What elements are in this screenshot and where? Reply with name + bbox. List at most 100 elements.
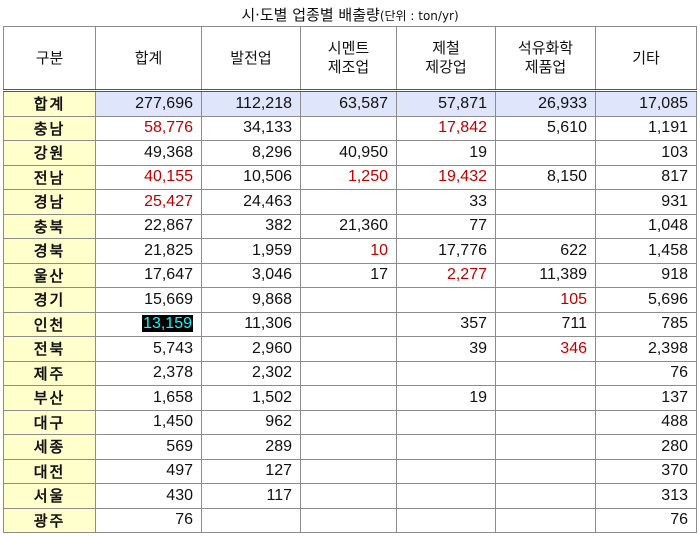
value-cell[interactable] xyxy=(396,483,496,509)
value-cell[interactable] xyxy=(300,115,397,141)
value-cell[interactable]: 622 xyxy=(495,238,596,264)
value-cell[interactable]: 21,825 xyxy=(95,238,202,264)
value-cell[interactable]: 2,277 xyxy=(396,262,496,288)
value-cell[interactable]: 19,432 xyxy=(396,164,496,190)
value-cell[interactable]: 57,871 xyxy=(396,90,496,117)
region-cell[interactable]: 충남 xyxy=(3,115,96,141)
value-cell[interactable]: 127 xyxy=(201,458,301,484)
value-cell[interactable]: 1,502 xyxy=(201,385,301,411)
value-cell[interactable]: 19 xyxy=(396,385,496,411)
value-cell[interactable]: 497 xyxy=(95,458,202,484)
value-cell[interactable]: 15,669 xyxy=(95,287,202,313)
region-cell[interactable]: 충북 xyxy=(3,213,96,239)
value-cell[interactable]: 357 xyxy=(396,311,496,337)
value-cell[interactable]: 24,463 xyxy=(201,189,301,215)
value-cell[interactable] xyxy=(495,385,596,411)
value-cell[interactable]: 2,398 xyxy=(595,336,697,362)
value-cell[interactable] xyxy=(396,507,496,533)
value-cell[interactable]: 9,868 xyxy=(201,287,301,313)
value-cell[interactable]: 817 xyxy=(595,164,697,190)
value-cell[interactable]: 1,450 xyxy=(95,409,202,435)
value-cell[interactable] xyxy=(495,458,596,484)
region-cell[interactable]: 대구 xyxy=(3,409,96,435)
value-cell[interactable] xyxy=(495,213,596,239)
value-cell[interactable] xyxy=(396,287,496,313)
value-cell[interactable] xyxy=(300,311,397,337)
value-cell[interactable]: 918 xyxy=(595,262,697,288)
region-cell[interactable]: 경남 xyxy=(3,189,96,215)
value-cell[interactable]: 488 xyxy=(595,409,697,435)
value-cell[interactable]: 8,296 xyxy=(201,140,301,166)
value-cell[interactable]: 21,360 xyxy=(300,213,397,239)
region-cell[interactable]: 부산 xyxy=(3,385,96,411)
value-cell[interactable]: 33 xyxy=(396,189,496,215)
value-cell[interactable]: 277,696 xyxy=(95,90,202,117)
region-cell[interactable]: 전북 xyxy=(3,336,96,362)
value-cell[interactable]: 2,960 xyxy=(201,336,301,362)
value-cell[interactable] xyxy=(300,483,397,509)
value-cell[interactable]: 711 xyxy=(495,311,596,337)
value-cell[interactable]: 77 xyxy=(396,213,496,239)
value-cell[interactable] xyxy=(495,434,596,460)
value-cell[interactable] xyxy=(201,507,301,533)
value-cell[interactable] xyxy=(396,434,496,460)
value-cell[interactable] xyxy=(300,336,397,362)
value-cell[interactable]: 39 xyxy=(396,336,496,362)
value-cell[interactable]: 17 xyxy=(300,262,397,288)
region-cell[interactable]: 전남 xyxy=(3,164,96,190)
region-cell[interactable]: 서울 xyxy=(3,483,96,509)
region-cell[interactable]: 제주 xyxy=(3,360,96,386)
value-cell[interactable]: 49,368 xyxy=(95,140,202,166)
value-cell[interactable]: 34,133 xyxy=(201,115,301,141)
value-cell[interactable]: 346 xyxy=(495,336,596,362)
value-cell[interactable]: 962 xyxy=(201,409,301,435)
value-cell[interactable] xyxy=(495,360,596,386)
value-cell[interactable]: 1,458 xyxy=(595,238,697,264)
value-cell[interactable] xyxy=(495,140,596,166)
value-cell[interactable]: 26,933 xyxy=(495,90,596,117)
value-cell[interactable]: 17,842 xyxy=(396,115,496,141)
value-cell[interactable]: 5,696 xyxy=(595,287,697,313)
value-cell[interactable]: 22,867 xyxy=(95,213,202,239)
value-cell[interactable] xyxy=(396,458,496,484)
value-cell[interactable]: 40,155 xyxy=(95,164,202,190)
region-cell[interactable]: 세종 xyxy=(3,434,96,460)
value-cell[interactable]: 105 xyxy=(495,287,596,313)
value-cell[interactable]: 10,506 xyxy=(201,164,301,190)
value-cell[interactable]: 63,587 xyxy=(300,90,397,117)
value-cell[interactable]: 17,085 xyxy=(595,90,697,117)
value-cell[interactable]: 11,306 xyxy=(201,311,301,337)
value-cell[interactable]: 19 xyxy=(396,140,496,166)
value-cell[interactable]: 40,950 xyxy=(300,140,397,166)
value-cell[interactable] xyxy=(495,483,596,509)
value-cell[interactable]: 76 xyxy=(95,507,202,533)
value-cell[interactable]: 382 xyxy=(201,213,301,239)
value-cell[interactable]: 280 xyxy=(595,434,697,460)
value-cell[interactable]: 1,250 xyxy=(300,164,397,190)
value-cell[interactable] xyxy=(300,385,397,411)
value-cell[interactable] xyxy=(396,409,496,435)
value-cell[interactable]: 137 xyxy=(595,385,697,411)
value-cell[interactable]: 931 xyxy=(595,189,697,215)
value-cell[interactable]: 2,378 xyxy=(95,360,202,386)
value-cell[interactable]: 103 xyxy=(595,140,697,166)
value-cell[interactable]: 1,191 xyxy=(595,115,697,141)
region-cell[interactable]: 강원 xyxy=(3,140,96,166)
value-cell[interactable]: 5,743 xyxy=(95,336,202,362)
value-cell[interactable] xyxy=(495,189,596,215)
value-cell[interactable]: 17,647 xyxy=(95,262,202,288)
region-cell[interactable]: 인천 xyxy=(3,311,96,337)
value-cell[interactable]: 2,302 xyxy=(201,360,301,386)
value-cell[interactable]: 3,046 xyxy=(201,262,301,288)
value-cell[interactable] xyxy=(300,458,397,484)
value-cell[interactable]: 76 xyxy=(595,507,697,533)
value-cell[interactable] xyxy=(300,360,397,386)
value-cell[interactable] xyxy=(300,507,397,533)
region-cell[interactable]: 대전 xyxy=(3,458,96,484)
region-cell[interactable]: 합계 xyxy=(3,90,96,117)
value-cell[interactable]: 17,776 xyxy=(396,238,496,264)
region-cell[interactable]: 광주 xyxy=(3,507,96,533)
value-cell[interactable]: 112,218 xyxy=(201,90,301,117)
value-cell[interactable] xyxy=(495,507,596,533)
value-cell[interactable] xyxy=(300,287,397,313)
